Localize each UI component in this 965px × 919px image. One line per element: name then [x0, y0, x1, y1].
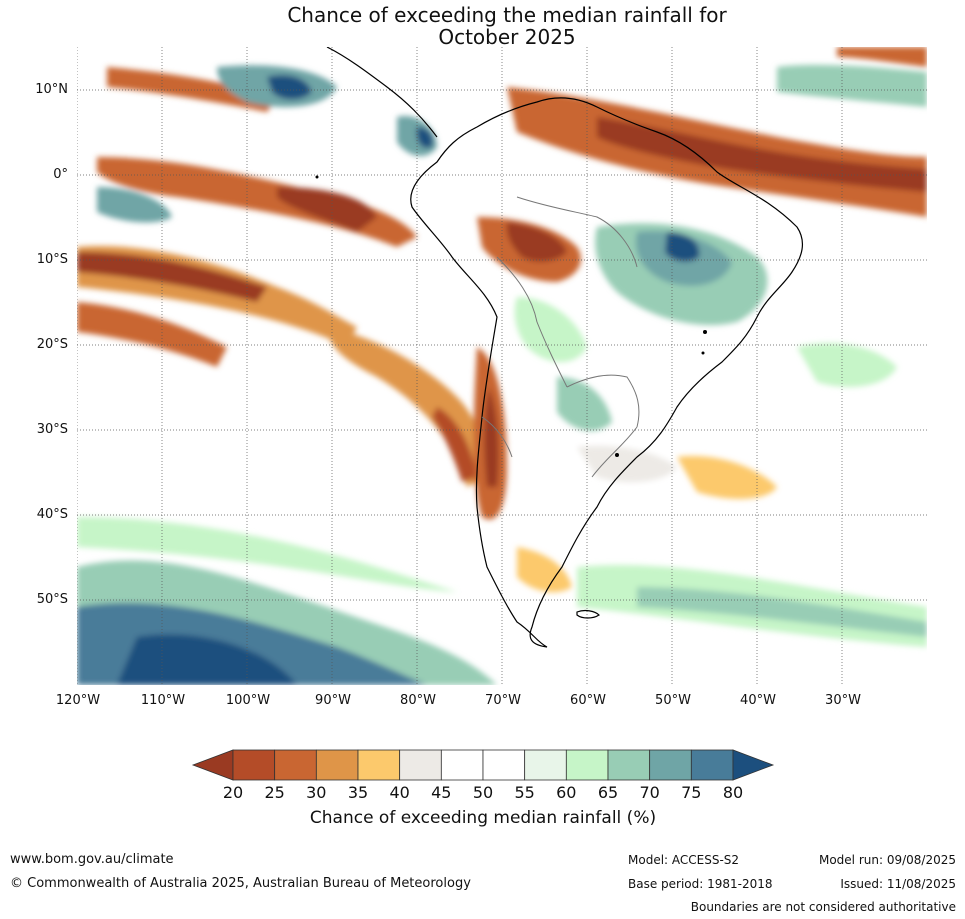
colorbar-tick-80: 80	[722, 783, 744, 802]
website-link[interactable]: www.bom.gov.au/climate	[10, 852, 174, 867]
lon-label-50w: 50°W	[655, 693, 691, 708]
colorbar-tick-70: 70	[639, 783, 660, 802]
lon-label-40w: 40°W	[740, 693, 776, 708]
lon-label-120w: 120°W	[55, 693, 101, 708]
lat-label-20s: 20°S	[36, 337, 68, 352]
colorbar-segment	[232, 749, 276, 781]
rainfall-probability-map	[77, 47, 927, 685]
lat-label-10s: 10°S	[36, 252, 68, 267]
central-america-coastline	[326, 47, 438, 138]
lon-label-30w: 30°W	[825, 693, 861, 708]
colorbar-tick-45: 45	[431, 783, 452, 802]
title-line-1: Chance of exceeding the median rainfall …	[287, 3, 727, 27]
colorbar-segment	[482, 749, 526, 781]
colorbar-segment	[524, 749, 567, 781]
base-period: Base period: 1981-2018	[628, 877, 773, 891]
lon-label-70w: 70°W	[485, 693, 521, 708]
lon-label-90w: 90°W	[315, 693, 351, 708]
colorbar-segment	[274, 749, 317, 781]
colorbar-tick-65: 65	[597, 783, 619, 802]
lat-label-40s: 40°S	[36, 507, 68, 522]
colorbar-tick-30: 30	[306, 783, 327, 802]
issued-date: Issued: 11/08/2025	[840, 877, 956, 891]
colorbar-tick-40: 40	[389, 783, 410, 802]
colorbar-tick-25: 25	[264, 783, 285, 802]
colorbar-segment	[565, 749, 609, 781]
colorbar-arrow-low	[191, 749, 234, 781]
lat-label-0: 0°	[53, 167, 68, 182]
colorbar-tick-75: 75	[681, 783, 702, 802]
colorbar-segment	[315, 749, 359, 781]
lon-label-60w: 60°W	[570, 693, 606, 708]
map-svg	[77, 47, 927, 685]
colorbar	[191, 749, 775, 781]
colorbar-segment	[440, 749, 484, 781]
colorbar-arrow-high	[732, 749, 775, 781]
model-run-date: Model run: 09/08/2025	[818, 853, 956, 867]
boundaries-disclaimer: Boundaries are not considered authoritat…	[690, 900, 956, 914]
colorbar-tick-20: 20	[222, 783, 244, 802]
lat-label-50s: 50°S	[36, 592, 68, 607]
lon-label-100w: 100°W	[225, 693, 271, 708]
coastlines	[326, 47, 804, 648]
colorbar-segment	[649, 749, 692, 781]
colorbar-segment	[607, 749, 651, 781]
colorbar-segment	[690, 749, 734, 781]
lon-label-110w: 110°W	[140, 693, 186, 708]
country-boundaries	[481, 196, 640, 478]
title-line-2: October 2025	[438, 25, 576, 49]
colorbar-segments	[191, 749, 775, 781]
colorbar-tick-50: 50	[472, 783, 494, 802]
probability-field	[77, 47, 927, 685]
copyright-text: © Commonwealth of Australia 2025, Austra…	[10, 876, 471, 891]
graticule	[77, 47, 927, 685]
colorbar-tick-55: 55	[514, 783, 535, 802]
colorbar-title: Chance of exceeding median rainfall (%)	[309, 808, 657, 828]
map-title: Chance of exceeding the median rainfall …	[0, 4, 965, 48]
model-name: Model: ACCESS-S2	[628, 853, 740, 867]
islands	[315, 175, 707, 457]
colorbar-tick-60: 60	[556, 783, 577, 802]
lon-label-80w: 80°W	[400, 693, 436, 708]
south-america-coastline	[410, 97, 804, 648]
lat-label-30s: 30°S	[36, 422, 68, 437]
colorbar-segment	[357, 749, 401, 781]
falklands-coastline	[576, 609, 600, 619]
colorbar-segment	[399, 749, 442, 781]
colorbar-tick-35: 35	[347, 783, 369, 802]
lat-label-10n: 10°N	[35, 82, 68, 97]
